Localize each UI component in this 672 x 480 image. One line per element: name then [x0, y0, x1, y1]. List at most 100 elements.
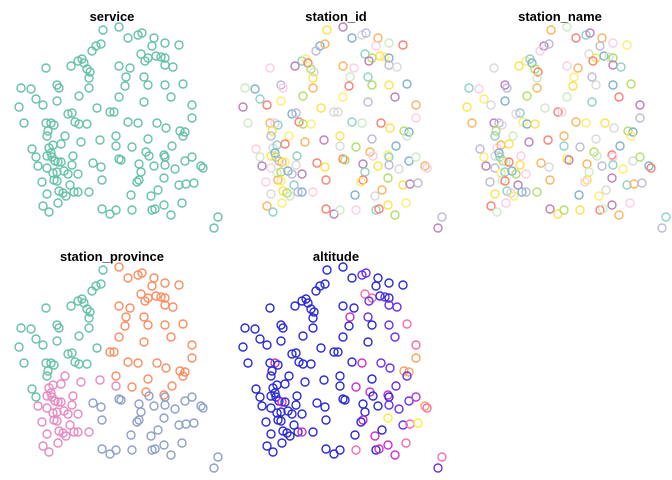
data-point [52, 336, 62, 346]
data-point [515, 108, 525, 118]
data-point [345, 312, 355, 322]
data-point [347, 117, 357, 127]
data-point [496, 168, 506, 178]
data-point [166, 332, 176, 342]
data-point [485, 177, 495, 187]
data-point [143, 320, 153, 330]
data-point [358, 175, 368, 185]
data-point [123, 357, 133, 367]
data-point [111, 371, 121, 381]
data-point [500, 167, 510, 177]
data-point [109, 347, 119, 357]
data-point [276, 416, 286, 426]
data-point [160, 320, 170, 330]
data-point [187, 113, 197, 123]
data-point [272, 408, 282, 418]
data-point [320, 162, 330, 172]
data-point [88, 398, 98, 408]
data-point [532, 83, 542, 93]
data-point [338, 61, 348, 71]
data-point [437, 452, 447, 462]
scatter-station-province [14, 262, 223, 473]
data-point [174, 40, 184, 50]
data-point [298, 331, 308, 341]
data-point [97, 415, 107, 425]
data-point [98, 265, 108, 275]
data-point [66, 301, 76, 311]
panel-title-station-id: station_id [305, 9, 367, 24]
empty-cell [448, 240, 672, 480]
data-point [588, 56, 598, 66]
data-point [347, 273, 357, 283]
data-point [358, 399, 368, 409]
data-point [52, 96, 62, 106]
data-point [340, 155, 350, 165]
data-point [265, 303, 275, 313]
data-point [82, 119, 92, 129]
data-point [44, 447, 54, 457]
data-point [384, 80, 394, 90]
data-point [338, 262, 348, 272]
data-point [609, 123, 619, 133]
data-point [329, 347, 339, 357]
data-point [178, 371, 188, 381]
data-point [52, 407, 62, 417]
data-point [360, 49, 370, 59]
data-point [384, 400, 394, 410]
data-point [31, 94, 41, 104]
data-point [267, 366, 277, 376]
data-point [509, 191, 519, 201]
data-point [383, 173, 393, 183]
data-point [340, 395, 350, 405]
data-point [320, 279, 330, 289]
panel-title-service: service [89, 9, 135, 24]
data-point [33, 161, 43, 171]
panel-station-name: station_name [448, 0, 672, 240]
data-point [399, 366, 409, 376]
data-point [545, 175, 555, 185]
data-point [189, 178, 199, 188]
data-point [42, 403, 52, 413]
data-point [351, 382, 361, 392]
data-point [335, 381, 345, 391]
data-point [316, 103, 326, 113]
data-point [321, 415, 331, 425]
data-point [96, 279, 106, 289]
data-point [347, 33, 357, 43]
data-point [213, 212, 223, 222]
data-point [373, 161, 383, 171]
data-point [136, 49, 146, 59]
data-point [635, 152, 645, 162]
panel-service: service [0, 0, 224, 240]
data-point [626, 79, 636, 89]
data-point [97, 175, 107, 185]
data-point [616, 62, 626, 72]
data-point [585, 28, 595, 38]
data-point [618, 164, 628, 174]
data-point [116, 155, 126, 165]
data-point [597, 33, 607, 43]
data-point [309, 67, 319, 77]
data-point [511, 109, 521, 119]
data-point [559, 205, 569, 215]
data-point [160, 80, 170, 90]
data-point [114, 92, 124, 102]
data-point [137, 268, 147, 278]
data-point [73, 427, 83, 437]
data-point [401, 198, 411, 208]
data-point [49, 360, 59, 370]
data-point [56, 379, 66, 389]
data-point [370, 431, 380, 441]
data-point [174, 420, 184, 430]
data-point [628, 156, 638, 166]
data-point [238, 102, 248, 112]
data-point [390, 210, 400, 220]
data-point [42, 131, 52, 141]
data-point [111, 445, 121, 455]
data-point [170, 404, 180, 414]
data-point [375, 51, 385, 61]
data-point [546, 25, 556, 35]
data-point [41, 63, 51, 73]
data-point [160, 38, 170, 48]
data-point [357, 118, 367, 128]
